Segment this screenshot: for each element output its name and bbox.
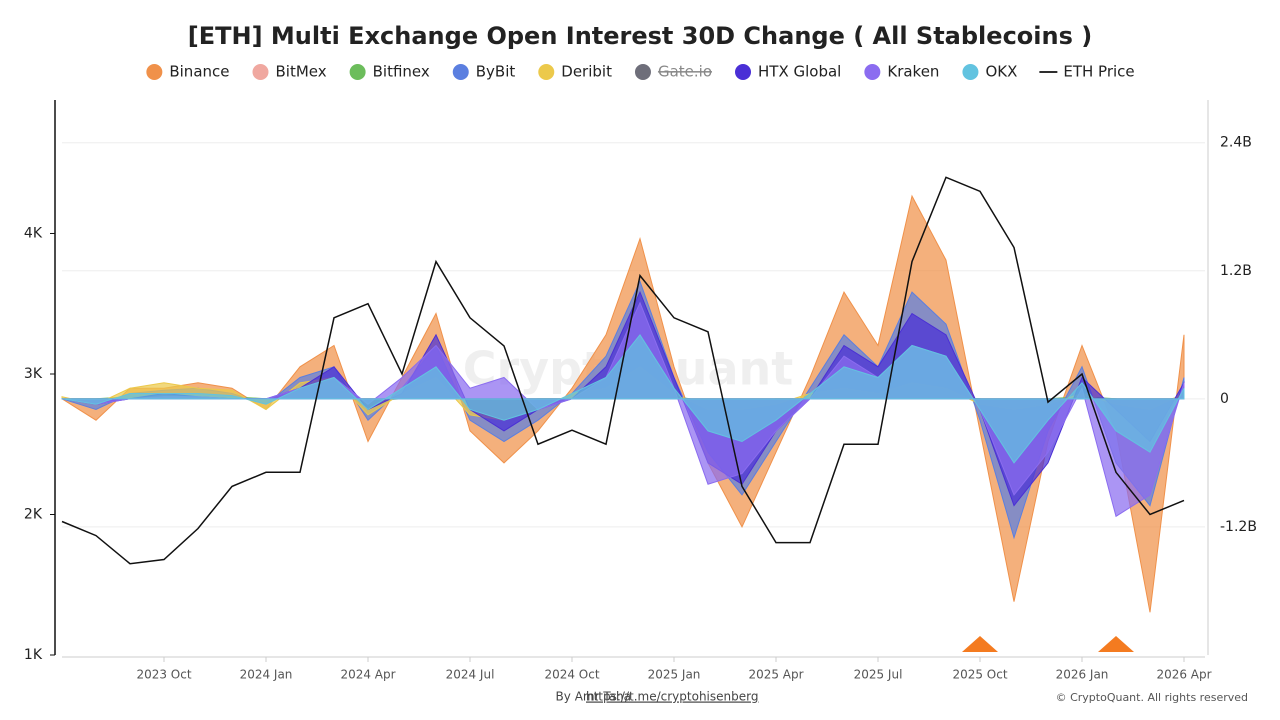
legend-label: Kraken: [887, 63, 939, 81]
legend-swatch: [634, 64, 651, 80]
legend-label: Bitfinex: [373, 63, 430, 81]
legend-label: Binance: [169, 63, 229, 81]
plot-area: [61, 142, 1205, 613]
x-tick-label: 2026 Jan: [1056, 668, 1109, 682]
y-tick-label: 3K: [24, 366, 43, 382]
x-tick-label: 2024 Jan: [240, 668, 293, 682]
event-marker: [962, 636, 998, 652]
area: [61, 333, 1185, 464]
legend-item[interactable]: Binance: [146, 63, 229, 81]
legend-item[interactable]: ETH Price: [1039, 63, 1135, 81]
legend-swatch: [252, 64, 269, 80]
legend-swatch: [452, 64, 469, 80]
y2-tick-label: 0: [1220, 391, 1229, 407]
y2-tick-label: 2.4B: [1220, 135, 1252, 151]
legend-label: BitMex: [275, 63, 326, 81]
legend-label: Gate.io: [658, 63, 712, 81]
y-tick-label: 4K: [24, 225, 43, 241]
legend-item[interactable]: ByBit: [452, 63, 516, 81]
legend-label: OKX: [985, 63, 1017, 81]
x-tick-label: 2025 Jul: [854, 668, 903, 682]
y-tick-label: 2K: [24, 506, 43, 522]
legend-label: HTX Global: [758, 63, 841, 81]
legend-item[interactable]: Kraken: [864, 63, 939, 81]
legend-swatch: [538, 64, 555, 80]
x-tick-label: 2024 Jul: [446, 668, 495, 682]
legend-item[interactable]: Deribit: [538, 63, 612, 81]
byline: By Amr Taha: [556, 690, 631, 704]
legend-swatch: [864, 64, 881, 80]
legend-label: ETH Price: [1063, 63, 1134, 81]
x-tick-label: 2024 Apr: [340, 668, 395, 682]
legend-item[interactable]: Bitfinex: [349, 63, 430, 81]
link[interactable]: https://t.me/cryptohisenberg: [586, 690, 758, 704]
legend-swatch: [735, 64, 752, 80]
chart-title: [ETH] Multi Exchange Open Interest 30D C…: [188, 22, 1092, 50]
y-tick-label: 1K: [24, 647, 43, 663]
x-tick-label: 2026 Apr: [1156, 668, 1211, 682]
legend-item[interactable]: Gate.io: [634, 63, 712, 81]
x-tick-label: 2025 Oct: [952, 668, 1007, 682]
legend-label: ByBit: [476, 63, 516, 81]
x-tick-label: 2024 Oct: [544, 668, 599, 682]
legend-swatch: [349, 64, 366, 80]
legend-swatch: [962, 64, 979, 80]
legend-item[interactable]: BitMex: [252, 63, 327, 81]
copyright: © CryptoQuant. All rights reserved: [1056, 691, 1248, 704]
y2-tick-label: -1.2B: [1220, 519, 1257, 535]
legend-item[interactable]: OKX: [962, 63, 1017, 81]
legend: Binance BitMex Bitfinex ByBit Deribit Gate.io…: [146, 63, 1135, 81]
legend-swatch: [146, 64, 163, 80]
x-tick-label: 2025 Jan: [648, 668, 701, 682]
line: [61, 176, 1185, 565]
x-tick-label: 2023 Oct: [136, 668, 191, 682]
x-tick-label: 2025 Apr: [748, 668, 803, 682]
y2-tick-label: 1.2B: [1220, 263, 1252, 279]
event-marker: [1098, 636, 1134, 652]
legend-label: Deribit: [561, 63, 612, 81]
legend-item[interactable]: HTX Global: [735, 63, 841, 81]
